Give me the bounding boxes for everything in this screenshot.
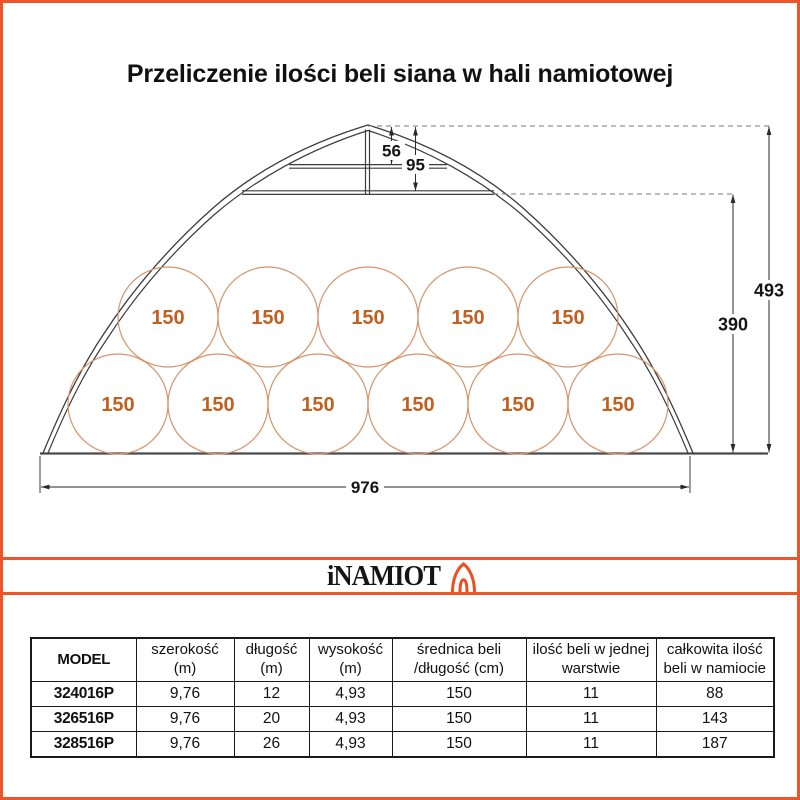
table-header-cell: całkowita ilość beli w namiocie — [655, 637, 775, 682]
table-row: 328516P 9,76 26 4,93 150 11 187 — [30, 731, 775, 758]
value-cell: 9,76 — [135, 706, 235, 732]
table-header-cell: ilość beli w jednej warstwie — [525, 637, 657, 682]
page-title: Przeliczenie ilości beli siana w hali na… — [126, 60, 674, 88]
model-cell: 328516P — [30, 731, 137, 758]
hay-bale-label: 150 — [351, 307, 384, 329]
logo-text: iNAMIOT — [326, 561, 440, 592]
spec-table: MODEL szerokość (m) długość (m) wysokość (m) śr… — [30, 637, 775, 758]
hay-bales-group: 150 150 150 150 150 150 150 150 150 150 150 — [67, 266, 669, 455]
dim-label-95: 95 — [406, 156, 425, 175]
width-extension-lines — [39, 456, 691, 493]
logo: iNAMIOT — [3, 561, 797, 593]
value-cell: 11 — [525, 731, 657, 758]
hay-bale-label: 150 — [151, 307, 184, 329]
value-cell: 150 — [391, 706, 527, 732]
value-cell: 9,76 — [135, 681, 235, 707]
table-header-cell: MODEL — [30, 637, 137, 682]
table-row: 326516P 9,76 20 4,93 150 11 143 — [30, 706, 775, 732]
table-header-cell: wysokość (m) — [308, 637, 393, 682]
table-row: 324016P 9,76 12 4,93 150 11 88 — [30, 681, 775, 707]
tent-icon — [450, 561, 476, 592]
table-header-cell: szerokość (m) — [135, 637, 235, 682]
value-cell: 88 — [655, 681, 775, 707]
dim-label-493: 493 — [754, 281, 784, 301]
divider-line-bottom — [3, 592, 797, 595]
value-cell: 187 — [655, 731, 775, 758]
hay-bale-label: 150 — [551, 307, 584, 329]
dim-label-976: 976 — [351, 478, 379, 497]
hay-bale-label: 150 — [201, 394, 234, 416]
value-cell: 4,93 — [308, 681, 393, 707]
hay-bale-circle — [567, 353, 669, 455]
tent-arch-outer — [42, 124, 694, 454]
divider-line-top — [3, 557, 797, 560]
hay-bale-label: 150 — [451, 307, 484, 329]
hay-bale-label: 150 — [401, 394, 434, 416]
model-cell: 326516P — [30, 706, 137, 732]
value-cell: 12 — [233, 681, 310, 707]
value-cell: 20 — [233, 706, 310, 732]
hay-bale-label: 150 — [601, 394, 634, 416]
dimension-label-backgrounds — [346, 141, 787, 496]
value-cell: 11 — [525, 681, 657, 707]
value-cell: 4,93 — [308, 731, 393, 758]
hay-bale-label: 150 — [101, 394, 134, 416]
value-cell: 11 — [525, 706, 657, 732]
roof-truss — [242, 129, 494, 195]
tent-arch-inner — [47, 129, 689, 454]
dimension-lines — [41, 126, 770, 488]
model-cell: 324016P — [30, 681, 137, 707]
value-cell: 150 — [391, 731, 527, 758]
table-header-cell: długość (m) — [233, 637, 310, 682]
value-cell: 26 — [233, 731, 310, 758]
table-header-cell: średnica beli/długość (cm) — [391, 637, 527, 682]
value-cell: 150 — [391, 681, 527, 707]
hay-bale-label: 150 — [251, 307, 284, 329]
value-cell: 9,76 — [135, 731, 235, 758]
hay-bale-label: 150 — [501, 394, 534, 416]
dim-label-390: 390 — [718, 315, 748, 335]
hay-bale-circle — [517, 266, 619, 368]
dim-label-56: 56 — [382, 142, 401, 161]
value-cell: 4,93 — [308, 706, 393, 732]
hay-bale-label: 150 — [301, 394, 334, 416]
value-cell: 143 — [655, 706, 775, 732]
